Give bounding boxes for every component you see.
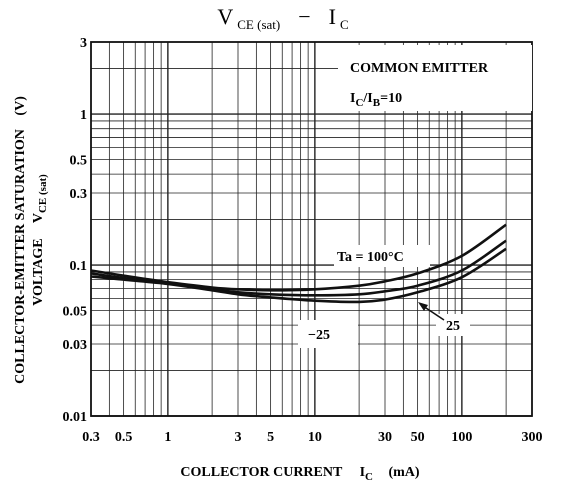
title-i: I <box>329 4 336 29</box>
xlabel-sub: C <box>365 471 373 483</box>
xlabel-sym: I <box>360 465 365 480</box>
y-tick-labels: 0.01 0.03 0.05 0.1 0.3 0.5 1 3 <box>63 36 88 425</box>
title-vce-sub: CE (sat) <box>237 17 280 32</box>
title-v: V <box>217 4 233 29</box>
y-tick-label: 0.03 <box>63 338 88 353</box>
x-tick-label: 100 <box>451 430 472 445</box>
annotation-common-emitter: COMMON EMITTER <box>350 61 489 76</box>
y-tick-label: 0.3 <box>70 187 88 202</box>
x-tick-label: 1 <box>164 430 171 445</box>
xlabel-unit: (mA) <box>388 465 419 480</box>
y-axis-label-line2: VOLTAGE VCE (sat) <box>31 174 49 306</box>
ylabel-sym: V <box>31 213 46 223</box>
x-tick-label: 30 <box>378 430 392 445</box>
ylabel-line1: COLLECTOR-EMITTER SATURATION <box>13 129 28 384</box>
label-minus-25: −25 <box>308 328 330 343</box>
label-25: 25 <box>446 319 460 334</box>
plot-frame <box>90 41 533 417</box>
title-ic-sub: C <box>340 17 349 32</box>
ylabel-sub: CE (sat) <box>37 174 49 213</box>
x-tick-label: 5 <box>267 430 274 445</box>
ann-ib-sub: B <box>373 97 381 109</box>
x-tick-label: 10 <box>308 430 322 445</box>
x-tick-label: 3 <box>235 430 242 445</box>
l25-label-bg <box>436 314 470 336</box>
annotation-box <box>338 45 532 111</box>
ylabel-unit: (V) <box>13 96 28 116</box>
series-line-2 <box>90 247 507 304</box>
x-tick-label: 0.3 <box>82 430 100 445</box>
y-tick-label: 3 <box>80 36 87 51</box>
grid <box>90 41 533 417</box>
ann-ic: I <box>350 91 355 106</box>
annotation-ratio: IC/IB=10 <box>350 91 402 109</box>
label-25-arrowhead <box>418 302 428 311</box>
xlabel-main: COLLECTOR CURRENT <box>180 465 343 480</box>
ann-ib: /I <box>362 91 372 106</box>
ta-label-bg <box>334 245 430 267</box>
x-tick-label: 300 <box>522 430 543 445</box>
x-tick-label: 0.5 <box>115 430 133 445</box>
x-axis-label: COLLECTOR CURRENT IC (mA) <box>180 465 420 484</box>
x-tick-label: 50 <box>411 430 425 445</box>
y-tick-label: 0.05 <box>63 304 88 319</box>
ylabel-voltage: VOLTAGE <box>31 238 46 305</box>
m25-label-bg <box>298 320 358 348</box>
y-tick-label: 0.1 <box>70 259 88 274</box>
x-tick-labels: 0.3 0.5 1 3 5 10 30 50 100 300 <box>82 430 542 445</box>
title-dash: − <box>298 4 310 29</box>
y-tick-label: 0.5 <box>70 153 88 168</box>
label-ta-100: Ta = 100°C <box>337 250 404 265</box>
curves <box>90 223 507 304</box>
y-tick-label: 0.01 <box>63 410 88 425</box>
ann-ic-sub: C <box>355 97 363 109</box>
ann-eq: =10 <box>380 91 402 106</box>
y-tick-label: 1 <box>80 108 87 123</box>
chart-title: V CE (sat) − I C <box>217 4 348 33</box>
y-axis-label-line1: COLLECTOR-EMITTER SATURATION (V) <box>13 96 28 384</box>
